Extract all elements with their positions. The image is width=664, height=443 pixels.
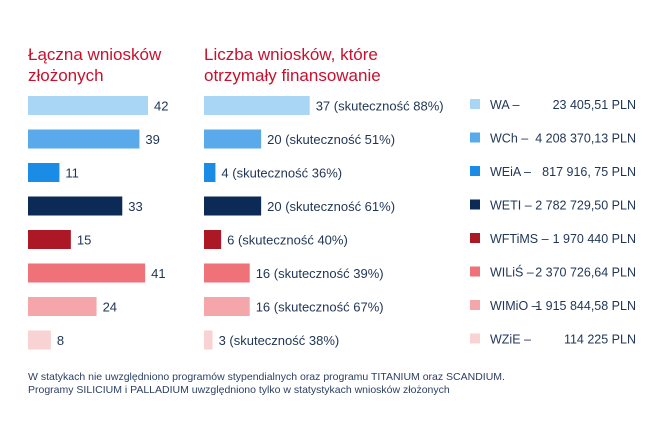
bar-label-submitted-weia: 11 bbox=[65, 166, 79, 181]
bar-funded-wimio bbox=[204, 297, 250, 316]
bar-funded-wzie bbox=[204, 330, 213, 350]
legend-amount-wa: 23 405,51 PLN bbox=[553, 98, 636, 112]
bar-label-submitted-wzie: 8 bbox=[57, 333, 64, 348]
legend-swatch-wa bbox=[470, 99, 480, 109]
legend-amount-wimio: 1 915 844,58 PLN bbox=[535, 299, 636, 313]
bar-label-submitted-wftims: 15 bbox=[77, 233, 91, 248]
bar-label-funded-wiliś: 16 (skuteczność 39%) bbox=[256, 266, 384, 281]
bar-funded-wiliś bbox=[204, 263, 250, 283]
bar-label-submitted-weti: 33 bbox=[128, 199, 142, 214]
legend-swatch-wiliś bbox=[470, 266, 480, 277]
bar-label-submitted-wch: 39 bbox=[145, 132, 159, 147]
bar-submitted-wiliś bbox=[28, 263, 146, 283]
bar-funded-wa bbox=[204, 96, 310, 115]
legend-swatch-wch bbox=[470, 132, 480, 143]
legend-amount-weia: 817 916, 75 PLN bbox=[542, 165, 636, 179]
legend-label-wch: WCh – bbox=[490, 132, 528, 146]
legend-amount-wzie: 114 225 PLN bbox=[564, 333, 636, 347]
bar-label-funded-wimio: 16 (skuteczność 67%) bbox=[256, 300, 384, 315]
legend-swatch-weti bbox=[470, 199, 480, 210]
legend-amount-wch: 4 208 370,13 PLN bbox=[535, 132, 636, 146]
footnote-line-2: Programy SILICIUM i PALLADIUM uwzględnio… bbox=[28, 384, 450, 396]
bar-submitted-wzie bbox=[28, 330, 51, 350]
legend-amount-wiliś: 2 370 726,64 PLN bbox=[535, 266, 636, 280]
panel-title-submitted: Łączna wniosków złożonych bbox=[28, 45, 162, 85]
panel-title-funded: Liczba wniosków, które otrzymały finanso… bbox=[204, 45, 381, 85]
legend-swatch-wftims bbox=[470, 233, 480, 243]
legend-amount-wftims: 1 970 440 PLN bbox=[553, 232, 636, 246]
bar-label-funded-wa: 37 (skuteczność 88%) bbox=[316, 99, 444, 114]
bar-funded-wch bbox=[204, 129, 262, 149]
legend-label-wiliś: WILiŚ – bbox=[490, 265, 534, 280]
bar-label-funded-weia: 4 (skuteczność 36%) bbox=[221, 166, 342, 181]
bar-submitted-wch bbox=[28, 129, 140, 149]
bar-funded-wftims bbox=[204, 230, 222, 249]
legend-swatch-weia bbox=[470, 166, 480, 176]
legend-label-wimio: WIMiO – bbox=[490, 299, 539, 313]
bar-label-submitted-wiliś: 41 bbox=[151, 266, 165, 281]
bar-submitted-weti bbox=[28, 196, 123, 216]
legend-label-wftims: WFTiMS – bbox=[490, 232, 549, 246]
legend-amount-weti: 2 782 729,50 PLN bbox=[535, 199, 636, 213]
legend-label-wa: WA – bbox=[490, 98, 519, 112]
bar-label-funded-wch: 20 (skuteczność 51%) bbox=[267, 132, 395, 147]
legend-swatch-wimio bbox=[470, 300, 480, 310]
bar-label-submitted-wa: 42 bbox=[154, 99, 168, 114]
bar-funded-weti bbox=[204, 196, 262, 216]
bar-label-submitted-wimio: 24 bbox=[103, 300, 117, 315]
legend-swatch-wzie bbox=[470, 333, 480, 344]
legend-label-wzie: WZiE – bbox=[490, 333, 531, 347]
legend-label-weti: WETI – bbox=[490, 199, 532, 213]
bar-label-funded-wftims: 6 (skuteczność 40%) bbox=[227, 233, 348, 248]
bar-label-funded-wzie: 3 (skuteczność 38%) bbox=[219, 333, 340, 348]
bar-submitted-wftims bbox=[28, 230, 71, 249]
footnote-line-1: W statykach nie uwzględniono programów s… bbox=[28, 371, 505, 383]
bar-funded-weia bbox=[204, 163, 216, 182]
legend-label-weia: WEiA – bbox=[490, 165, 531, 179]
bar-submitted-weia bbox=[28, 163, 60, 182]
bar-submitted-wa bbox=[28, 96, 148, 115]
bar-label-funded-weti: 20 (skuteczność 61%) bbox=[267, 199, 395, 214]
bar-submitted-wimio bbox=[28, 297, 97, 316]
